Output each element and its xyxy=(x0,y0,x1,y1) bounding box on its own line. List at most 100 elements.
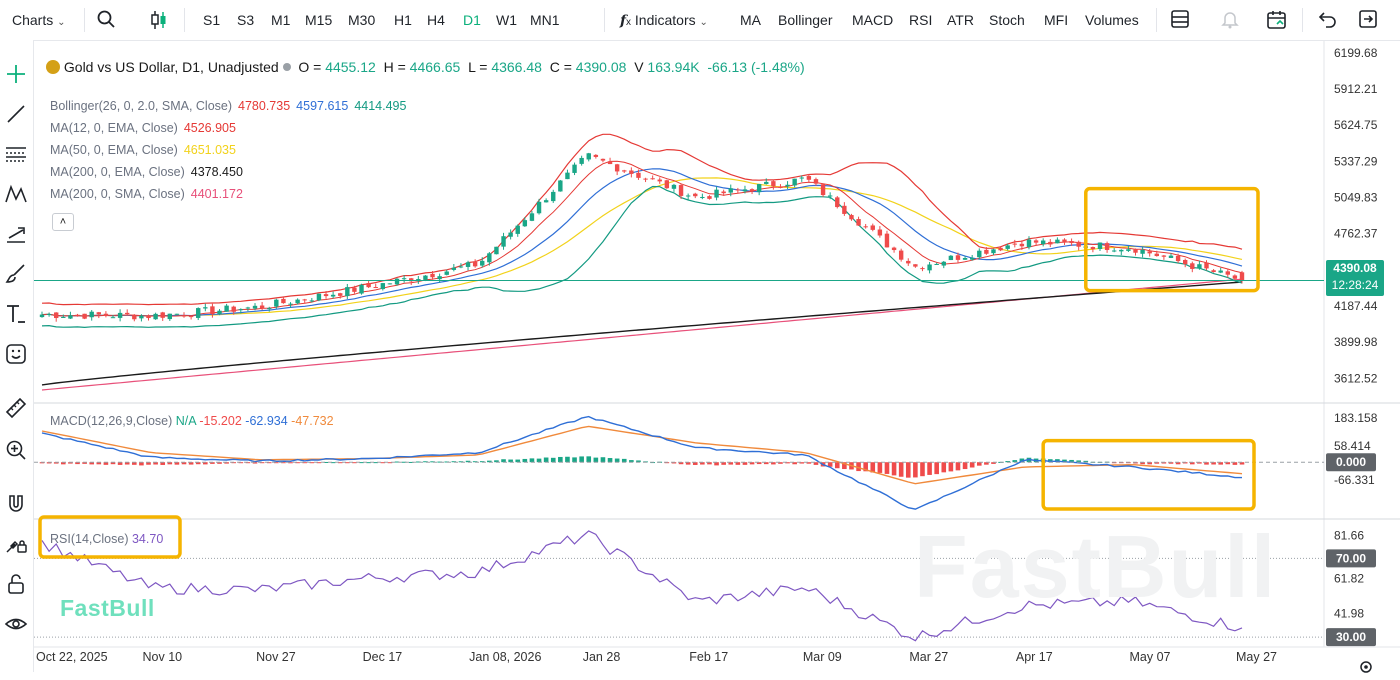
candle-body xyxy=(323,294,329,297)
candle-body xyxy=(75,314,80,316)
macd-histogram-bar xyxy=(394,461,400,463)
timeframe-s3[interactable]: S3 xyxy=(237,12,255,28)
indicator-ma[interactable]: MA xyxy=(740,12,761,28)
candlestick-type-icon[interactable] xyxy=(148,9,170,29)
overlay-row[interactable]: MA(50, 0, EMA, Close) 4651.035 xyxy=(50,139,406,161)
time-tick-label: Jan 08, 2026 xyxy=(469,650,541,664)
chart-canvas[interactable]: 6199.68 5912.21 5624.75 5337.29 5049.83 4762.… xyxy=(34,41,1400,672)
time-tick-label: May 27 xyxy=(1236,650,1277,664)
time-tick-label: Feb 17 xyxy=(689,650,728,664)
timeframe-s1[interactable]: S1 xyxy=(203,12,221,28)
crosshair-icon[interactable] xyxy=(4,62,28,86)
candle-body xyxy=(700,196,705,198)
macd-histogram-bar xyxy=(224,462,229,464)
emoji-icon[interactable] xyxy=(4,342,28,366)
brush-icon[interactable] xyxy=(4,262,28,286)
indicator-volumes[interactable]: Volumes xyxy=(1085,12,1139,28)
candle-body xyxy=(387,283,393,285)
candle-body xyxy=(153,313,158,320)
alert-icon[interactable] xyxy=(1220,9,1240,29)
overlay-row[interactable]: Bollinger(26, 0, 2.0, SMA, Close) 4780.73… xyxy=(50,95,406,117)
candle-body xyxy=(174,313,180,315)
candle-body xyxy=(146,315,151,319)
overlay-label: Bollinger(26, 0, 2.0, SMA, Close) xyxy=(50,99,233,113)
timeframe-h4[interactable]: H4 xyxy=(427,12,445,28)
macd-histogram-bar xyxy=(380,462,386,464)
macd-histogram-bar xyxy=(856,462,861,472)
candle-body xyxy=(125,312,130,315)
macd-histogram-bar xyxy=(110,462,116,465)
text-icon[interactable] xyxy=(4,302,28,326)
bollinger-middle-line xyxy=(41,168,1243,317)
timeframe-mn1[interactable]: MN1 xyxy=(530,12,560,28)
price-tick-label: 5912.21 xyxy=(1334,82,1378,96)
candle-body xyxy=(842,205,847,214)
indicator-rsi[interactable]: RSI xyxy=(909,12,933,28)
candle-body xyxy=(217,310,222,314)
trend-line-icon[interactable] xyxy=(4,102,28,126)
overlay-label: MA(200, 0, SMA, Close) xyxy=(50,187,185,201)
candle-body xyxy=(181,315,187,317)
calendar-icon[interactable] xyxy=(1266,9,1288,29)
lock-icon[interactable] xyxy=(4,572,28,596)
gold-icon xyxy=(46,60,60,74)
timeframe-d1[interactable]: D1 xyxy=(463,12,481,28)
timeframe-m30[interactable]: M30 xyxy=(348,12,376,28)
layout-icon[interactable] xyxy=(1170,9,1190,29)
candle-body xyxy=(1239,272,1245,281)
overlay-row[interactable]: MA(200, 0, SMA, Close) 4401.172 xyxy=(50,183,406,205)
search-icon[interactable] xyxy=(96,9,116,29)
macd-histogram-bar xyxy=(813,462,819,465)
indicator-bollinger[interactable]: Bollinger xyxy=(778,12,833,28)
timeframe-w1[interactable]: W1 xyxy=(496,12,517,28)
overlay-row[interactable]: MA(200, 0, EMA, Close) 4378.450 xyxy=(50,161,406,183)
undo-icon[interactable] xyxy=(1318,9,1338,29)
timeframe-m15[interactable]: M15 xyxy=(305,12,333,28)
candle-body xyxy=(707,196,712,199)
indicators-button[interactable]: fx Indicators ⌄ xyxy=(620,12,708,29)
magnet-icon[interactable] xyxy=(4,492,28,516)
bollinger-upper-line xyxy=(41,133,1243,306)
time-tick-label: Dec 17 xyxy=(363,650,403,664)
overlay-row[interactable]: MA(12, 0, EMA, Close) 4526.905 xyxy=(50,117,406,139)
indicator-mfi[interactable]: MFI xyxy=(1044,12,1069,28)
candle-body xyxy=(1232,275,1238,279)
close-label: C xyxy=(549,59,560,75)
macd-histogram-bar xyxy=(295,462,300,464)
fib-icon[interactable] xyxy=(4,142,28,166)
macd-histogram-bar xyxy=(536,458,542,463)
candle-body xyxy=(132,315,137,320)
indicator-macd[interactable]: MACD xyxy=(852,12,894,28)
charts-menu-button[interactable]: Charts ⌄ xyxy=(12,12,66,28)
candle-body xyxy=(366,283,371,288)
candle-body xyxy=(472,261,478,267)
macd-histogram-bar xyxy=(984,462,989,465)
macd-histogram-bar xyxy=(423,461,428,463)
indicator-atr[interactable]: ATR xyxy=(947,12,974,28)
lock-drawing-icon[interactable] xyxy=(4,532,28,556)
macd-histogram-bar xyxy=(458,461,464,463)
macd-histogram-bar xyxy=(792,462,797,465)
fastbull-logo: FastBull xyxy=(60,595,155,621)
zoom-in-icon[interactable] xyxy=(4,438,28,462)
ruler-icon[interactable] xyxy=(4,396,28,420)
settings-icon[interactable] xyxy=(1358,659,1378,673)
indicator-stoch[interactable]: Stoch xyxy=(989,12,1025,28)
macd-histogram-bar xyxy=(1111,462,1117,464)
macd-histogram-bar xyxy=(337,462,343,464)
timeframe-m1[interactable]: M1 xyxy=(271,12,291,28)
macd-histogram-bar xyxy=(920,462,925,477)
candle-body xyxy=(792,178,797,186)
timeframe-h1[interactable]: H1 xyxy=(394,12,412,28)
pattern-icon[interactable] xyxy=(4,182,28,206)
macd-histogram-bar xyxy=(1204,462,1209,465)
exit-fullscreen-icon[interactable] xyxy=(1358,9,1378,29)
candle-body xyxy=(89,311,94,318)
chart-area[interactable]: 6199.68 5912.21 5624.75 5337.29 5049.83 4762.… xyxy=(34,41,1400,673)
rsi-70-badge xyxy=(1326,549,1376,568)
candle-body xyxy=(416,279,421,281)
eye-icon[interactable] xyxy=(4,612,28,636)
candle-body xyxy=(728,188,733,193)
projection-icon[interactable] xyxy=(4,222,28,246)
collapse-legend-button[interactable]: ˄ xyxy=(52,213,74,231)
